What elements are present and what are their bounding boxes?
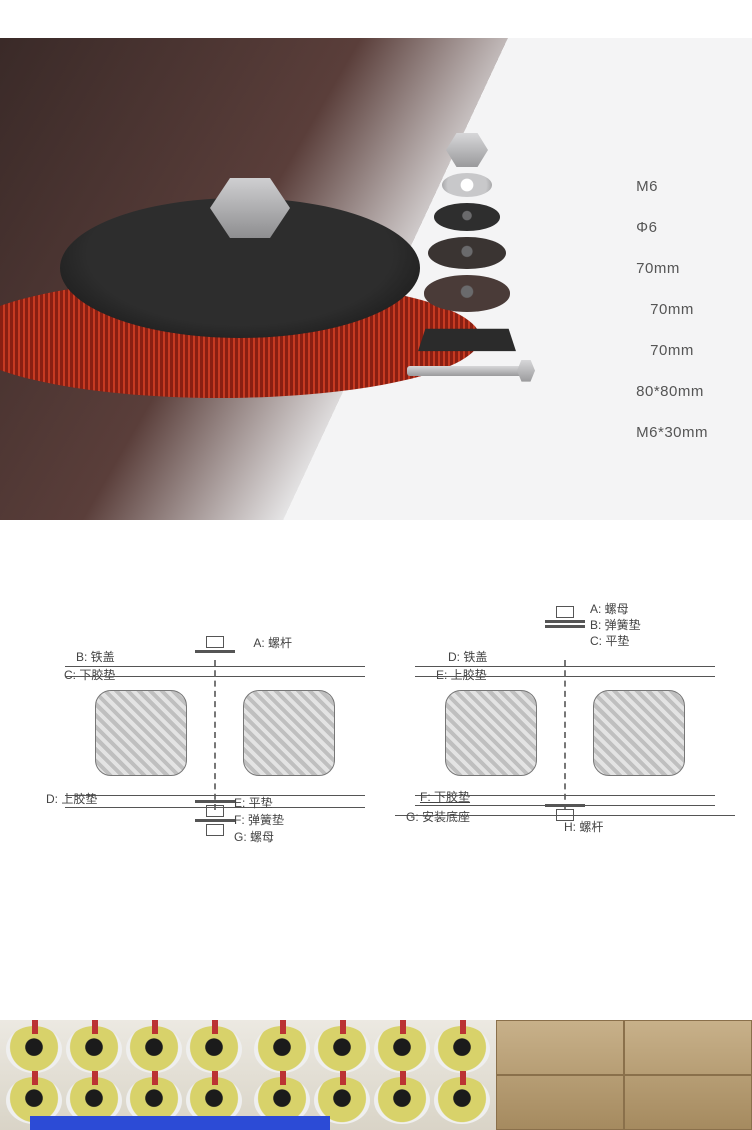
carton-icon — [496, 1075, 624, 1130]
spec-item: M6 — [636, 166, 708, 207]
label-A: A: 螺母 — [590, 600, 629, 617]
carton-stack — [496, 1020, 752, 1130]
top-stack-icon — [545, 606, 585, 628]
toroid-core-icon — [95, 680, 335, 790]
toroid-core-icon — [445, 680, 685, 790]
top-stack-icon — [195, 636, 235, 653]
unit-icon — [6, 1026, 62, 1073]
label-E: E: 平垫 — [234, 794, 273, 811]
spec-item: 70mm — [636, 248, 708, 289]
label-B: B: 铁盖 — [76, 648, 115, 665]
unit-icon — [434, 1077, 490, 1124]
spec-item: M6*30mm — [636, 412, 708, 453]
carton-icon — [624, 1075, 752, 1130]
part-bolt-icon — [407, 366, 527, 376]
unit-icon — [254, 1026, 310, 1073]
spec-item: 70mm — [636, 289, 708, 330]
bottom-stack-icon — [195, 800, 235, 836]
spec-item: 80*80mm — [636, 371, 708, 412]
unit-icon — [186, 1026, 242, 1073]
exploded-parts-column — [412, 133, 522, 376]
schematic-left: A: 螺杆 B: 铁盖 C: 下胶垫 D: 上胶垫 E: 平垫 F: 弹簧垫 G… — [50, 640, 380, 790]
part-nut-icon — [446, 133, 488, 167]
spec-item: Φ6 — [636, 207, 708, 248]
label-F: F: 弹簧垫 — [234, 811, 284, 828]
unit-icon — [374, 1077, 430, 1124]
label-D: D: 铁盖 — [448, 648, 487, 665]
carton-icon — [496, 1020, 624, 1075]
transformer-photo — [0, 158, 460, 418]
spec-list: M6 Φ6 70mm 70mm 70mm 80*80mm M6*30mm — [636, 166, 708, 453]
carton-icon — [624, 1020, 752, 1075]
transformer-tray — [248, 1020, 496, 1130]
label-A: A: 螺杆 — [253, 634, 292, 651]
unit-icon — [66, 1026, 122, 1073]
transformer-tray — [0, 1020, 248, 1130]
unit-icon — [314, 1026, 370, 1073]
spec-item: 70mm — [636, 330, 708, 371]
hero-parts-section: M6 Φ6 70mm 70mm 70mm 80*80mm M6*30mm — [0, 38, 752, 520]
label-G: G: 安装底座 — [406, 808, 470, 825]
unit-icon — [434, 1026, 490, 1073]
label-B: B: 弹簧垫 — [590, 616, 641, 633]
part-washer-icon — [442, 173, 492, 197]
label-F: F: 下胶垫 — [420, 788, 470, 805]
unit-icon — [126, 1026, 182, 1073]
schematic-section: A: 螺杆 B: 铁盖 C: 下胶垫 D: 上胶垫 E: 平垫 F: 弹簧垫 G… — [0, 640, 752, 950]
part-disc-dark-icon — [434, 203, 500, 231]
blue-selection-bar — [30, 1116, 330, 1130]
part-baseplate-icon — [418, 328, 516, 350]
schematic-right: A: 螺母 B: 弹簧垫 C: 平垫 D: 铁盖 E: 上胶垫 F: 下胶垫 G… — [400, 640, 730, 790]
part-disc-b-icon — [424, 275, 510, 311]
product-photo-strip — [0, 1020, 752, 1130]
unit-icon — [374, 1026, 430, 1073]
part-disc-a-icon — [428, 237, 506, 270]
label-D: D: 上胶垫 — [46, 790, 97, 807]
label-C: C: 平垫 — [590, 632, 629, 649]
label-G: G: 螺母 — [234, 828, 274, 845]
label-H: H: 螺杆 — [564, 818, 603, 835]
